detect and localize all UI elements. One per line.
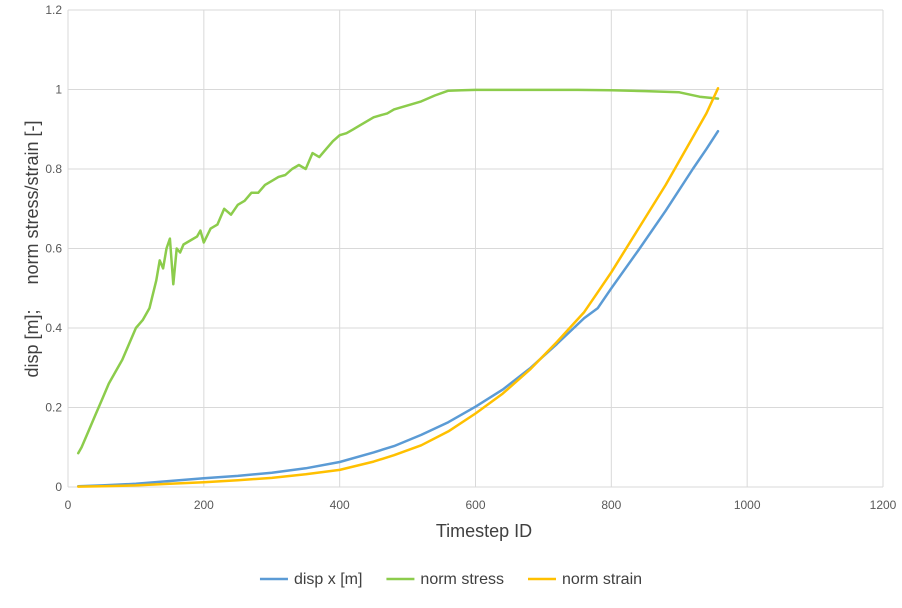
series-layer (76, 87, 720, 488)
legend-label: disp x [m] (294, 571, 362, 588)
legend-label: norm stress (420, 571, 504, 588)
x-tick-label: 1000 (734, 498, 761, 512)
y-tick-label: 1 (55, 83, 62, 97)
legend-item-norm-stress: norm stress (386, 571, 504, 588)
y-tick-label: 0.8 (45, 162, 62, 176)
y-tick-label: 0 (55, 480, 62, 494)
x-tick-label: 200 (194, 498, 214, 512)
x-axis-title: Timestep ID (436, 521, 532, 541)
legend: disp x [m] norm stress norm strain (259, 571, 642, 588)
series-line-norm-stress (76, 88, 720, 455)
y-tick-label: 0.4 (45, 321, 62, 335)
x-tick-label: 400 (330, 498, 350, 512)
grid-layer (67, 9, 884, 488)
series-line-disp-x (76, 129, 720, 488)
series-line-norm-strain (76, 87, 720, 488)
x-tick-label: 0 (65, 498, 72, 512)
y-axis-title: disp [m]; norm stress/strain [-] (22, 120, 42, 377)
legend-item-disp-x: disp x [m] (259, 571, 362, 588)
y-tick-label: 1.2 (45, 3, 62, 17)
y-tick-label: 0.2 (45, 401, 62, 415)
x-tick-label: 600 (465, 498, 485, 512)
legend-item-norm-strain: norm strain (528, 571, 642, 588)
tick-labels: 0 200 400 600 800 1000 1200 0 0.2 0.4 0.6 0.8 1 1.2 (45, 3, 896, 512)
x-tick-label: 1200 (870, 498, 897, 512)
legend-label: norm strain (562, 571, 642, 588)
y-tick-label: 0.6 (45, 242, 62, 256)
x-tick-label: 800 (601, 498, 621, 512)
